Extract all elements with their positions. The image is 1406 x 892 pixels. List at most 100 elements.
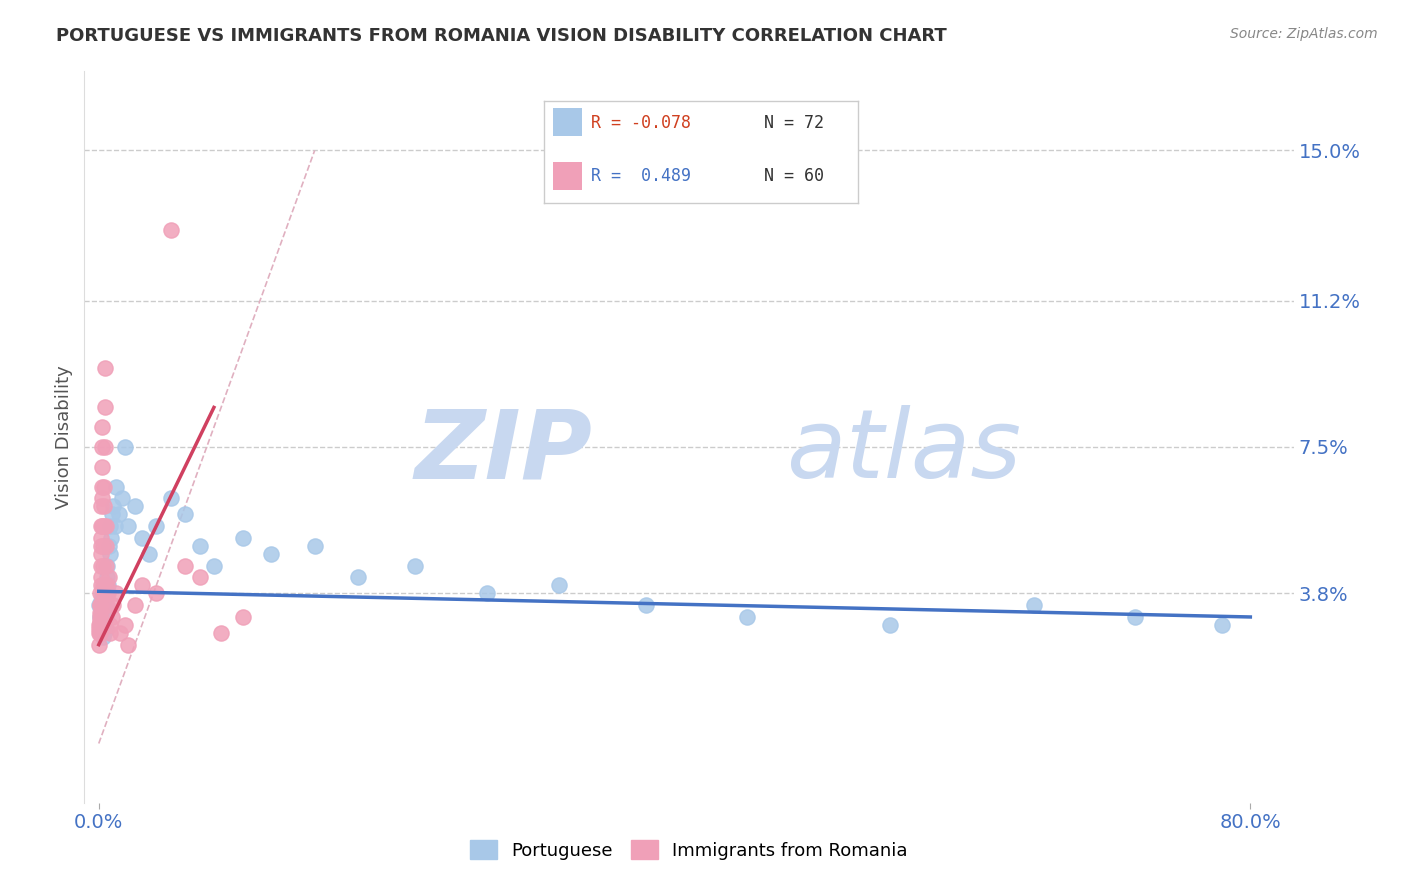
Point	[90, 602, 112, 616]
Point	[117, 519, 139, 533]
Point	[94, 360, 117, 375]
Point	[90, 500, 112, 514]
Point	[97, 578, 120, 592]
Point	[879, 618, 901, 632]
Point	[94, 602, 117, 616]
Point	[100, 531, 122, 545]
Text: PORTUGUESE VS IMMIGRANTS FROM ROMANIA VISION DISABILITY CORRELATION CHART: PORTUGUESE VS IMMIGRANTS FROM ROMANIA VI…	[56, 27, 948, 45]
Point	[93, 606, 115, 620]
Point	[1024, 598, 1046, 612]
Point	[93, 401, 115, 415]
Point	[89, 614, 111, 628]
Point	[90, 578, 112, 592]
Point	[96, 558, 118, 573]
Point	[101, 598, 124, 612]
Point	[117, 638, 139, 652]
Point	[548, 578, 571, 592]
Point	[90, 519, 112, 533]
Text: Source: ZipAtlas.com: Source: ZipAtlas.com	[1230, 27, 1378, 41]
Point	[98, 618, 121, 632]
Point	[260, 547, 283, 561]
Point	[90, 547, 112, 561]
Point	[89, 586, 111, 600]
Point	[93, 578, 115, 592]
Point	[94, 539, 117, 553]
Point	[90, 570, 112, 584]
Point	[174, 558, 197, 573]
Point	[89, 598, 111, 612]
Point	[89, 606, 111, 620]
Point	[188, 539, 211, 553]
Point	[304, 539, 326, 553]
Legend: Portuguese, Immigrants from Romania: Portuguese, Immigrants from Romania	[463, 833, 915, 867]
Point	[94, 622, 117, 636]
Point	[97, 586, 120, 600]
Point	[94, 558, 117, 573]
Point	[91, 582, 114, 597]
Point	[145, 519, 167, 533]
Point	[110, 625, 132, 640]
Point	[90, 459, 112, 474]
Point	[124, 598, 146, 612]
Point	[89, 618, 111, 632]
Point	[93, 598, 115, 612]
Point	[108, 507, 131, 521]
Point	[347, 570, 370, 584]
Point	[404, 558, 426, 573]
Point	[98, 519, 121, 533]
Point	[232, 610, 254, 624]
Point	[100, 507, 122, 521]
Point	[145, 586, 167, 600]
Point	[93, 440, 115, 454]
Point	[91, 420, 114, 434]
Point	[90, 622, 112, 636]
Point	[98, 547, 121, 561]
Point	[89, 610, 111, 624]
Point	[93, 539, 115, 553]
Point	[94, 586, 117, 600]
Point	[96, 586, 118, 600]
Point	[89, 598, 111, 612]
Point	[91, 578, 114, 592]
Point	[1123, 610, 1146, 624]
Point	[124, 500, 146, 514]
Point	[104, 519, 127, 533]
Point	[91, 610, 114, 624]
Point	[93, 614, 115, 628]
Point	[94, 610, 117, 624]
Point	[96, 570, 118, 584]
Point	[138, 547, 160, 561]
Point	[188, 570, 211, 584]
Point	[90, 606, 112, 620]
Point	[634, 598, 657, 612]
Point	[94, 598, 117, 612]
Point	[93, 479, 115, 493]
Point	[105, 479, 128, 493]
Point	[94, 519, 117, 533]
Point	[90, 491, 112, 506]
Point	[202, 558, 225, 573]
Point	[93, 500, 115, 514]
Point	[89, 610, 111, 624]
Point	[97, 570, 120, 584]
Point	[90, 594, 112, 608]
Point	[89, 598, 111, 612]
Point	[91, 618, 114, 632]
Point	[93, 594, 115, 608]
Point	[105, 586, 128, 600]
Point	[232, 531, 254, 545]
Point	[90, 591, 112, 605]
Point	[96, 578, 118, 592]
Text: atlas: atlas	[786, 405, 1021, 499]
Point	[90, 614, 112, 628]
Point	[90, 539, 112, 553]
Point	[87, 638, 110, 652]
Point	[90, 519, 112, 533]
Point	[97, 539, 120, 553]
Point	[90, 479, 112, 493]
Point	[174, 507, 197, 521]
Point	[94, 578, 117, 592]
Point	[111, 491, 134, 506]
Point	[114, 440, 136, 454]
Point	[93, 625, 115, 640]
